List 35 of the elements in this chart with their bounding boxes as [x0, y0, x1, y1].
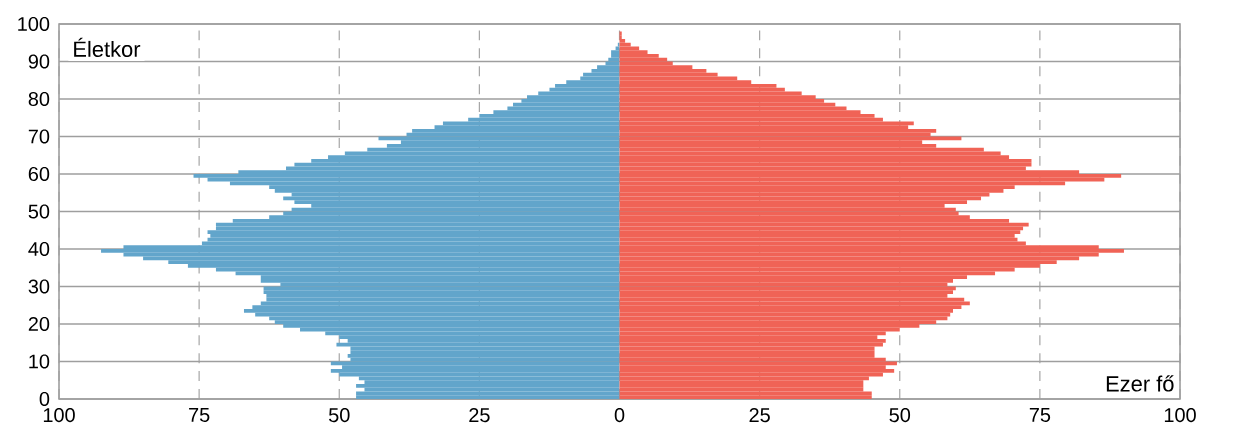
bar — [619, 162, 1032, 167]
x-tick-label: 75 — [189, 408, 210, 422]
bar — [619, 207, 956, 212]
y-tick-label: 90 — [28, 54, 50, 69]
bar — [583, 72, 620, 77]
bar — [619, 222, 1029, 227]
x-tick-label: 50 — [889, 408, 911, 423]
y-tick-label: 80 — [28, 91, 50, 107]
bar — [336, 342, 620, 347]
bar — [215, 222, 620, 227]
x-axis-title: Ezer fő — [1106, 375, 1174, 392]
x-tick-label: 0 — [614, 408, 625, 423]
x-tick-label: 50 — [328, 408, 350, 423]
y-tick-label: 100 — [18, 16, 50, 32]
x-tick-label: 25 — [469, 408, 490, 423]
y-tick-label: 0 — [39, 391, 50, 407]
y-tick-label: 30 — [28, 279, 50, 294]
y-tick-label: 40 — [28, 241, 50, 257]
x-tick-label: 25 — [749, 408, 770, 423]
x-tick-label: 100 — [1164, 408, 1196, 423]
y-tick-label: 70 — [28, 129, 50, 144]
y-tick-label: 10 — [29, 354, 50, 369]
y-tick-label: 20 — [28, 316, 50, 332]
y-tick-label: 60 — [28, 166, 50, 182]
bar — [611, 50, 620, 54]
y-axis-title: Életkor — [74, 37, 141, 57]
x-tick-label: 100 — [43, 408, 75, 423]
bar — [619, 342, 883, 347]
y-tick-label: 50 — [28, 204, 50, 219]
bar — [619, 312, 951, 317]
x-tick-label: 75 — [1029, 408, 1051, 422]
bar — [619, 35, 622, 39]
bar — [356, 395, 620, 399]
bar — [619, 395, 872, 399]
bar — [608, 57, 620, 62]
